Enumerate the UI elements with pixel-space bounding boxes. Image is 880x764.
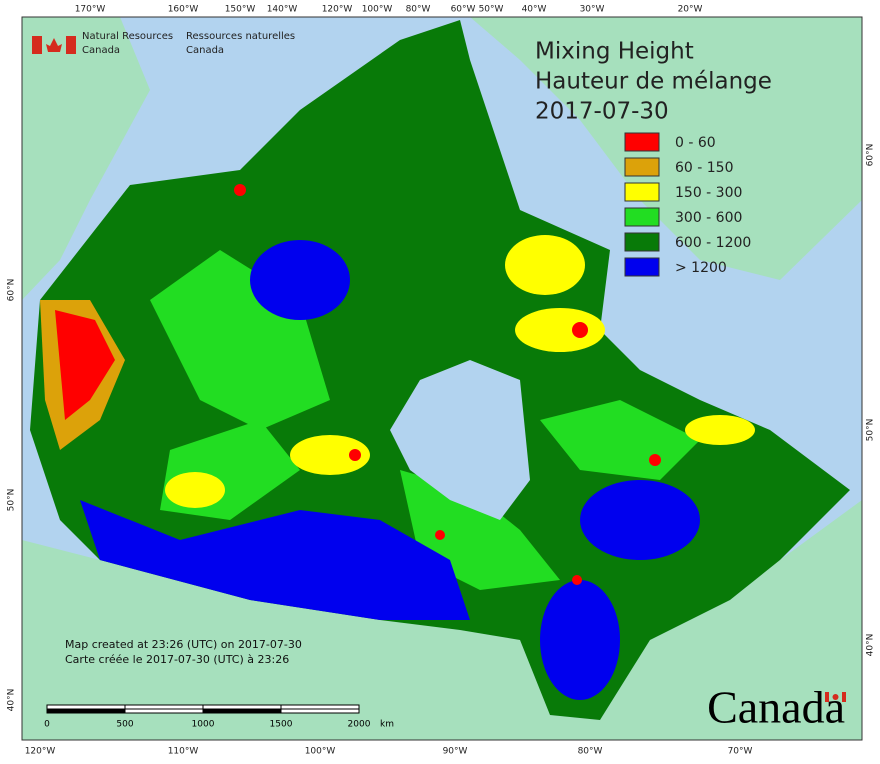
org-en-line: Canada — [82, 45, 120, 56]
legend-label: 60 - 150 — [675, 160, 734, 176]
graticule-label: 70°W — [728, 747, 753, 757]
legend-swatch — [624, 132, 660, 152]
graticule-label: 140°W — [267, 5, 298, 15]
graticule-label: 50°W — [479, 5, 504, 15]
graticule-labels: 170°W 160°W 150°W 140°W 120°W 100°W 80°W 60°W 50… — [7, 5, 876, 757]
graticule-label: 100°W — [362, 5, 393, 15]
graticule-label: 120°W — [25, 747, 56, 757]
legend-label: > 1200 — [675, 260, 727, 276]
usa — [22, 500, 862, 740]
legend-swatch — [624, 257, 660, 277]
graticule-label: 110°W — [168, 747, 199, 757]
credit-line: Map created at 23:26 (UTC) on 2017-07-30 — [65, 638, 302, 651]
scale-segment — [280, 708, 360, 714]
graticule-label: 170°W — [75, 5, 106, 15]
scale-segment — [124, 704, 204, 710]
scale-label: 1500 — [270, 720, 293, 730]
graticule-label: 80°W — [406, 5, 431, 15]
region-prairies — [80, 500, 470, 620]
graticule-label: 30°W — [580, 5, 605, 15]
legend-swatch — [624, 232, 660, 252]
scale-unit: km — [380, 720, 394, 730]
greenland — [470, 17, 862, 280]
scale-label: 500 — [116, 720, 133, 730]
graticule-label: 60°W — [451, 5, 476, 15]
graticule-label: 50°N — [866, 419, 876, 442]
alaska — [22, 17, 150, 300]
region-baffin-south — [515, 308, 605, 352]
graticule-label: 40°N — [866, 634, 876, 657]
wordmark: Canada — [707, 682, 845, 733]
legend-swatch — [624, 157, 660, 177]
map-body — [22, 17, 862, 740]
region-quebec — [580, 480, 700, 560]
region-300-600 — [150, 250, 700, 590]
scale-segment — [46, 708, 126, 714]
org-fr-line: Canada — [186, 45, 224, 56]
scale-label: 0 — [44, 720, 50, 730]
org-fr-line: Ressources naturelles — [186, 31, 295, 42]
region-alberta — [165, 472, 225, 508]
title-line: 2017-07-30 — [535, 99, 669, 125]
scale-segment — [202, 704, 282, 710]
scale-bar: 0 500 1000 1500 2000 km — [44, 704, 394, 730]
graticule-label: 80°W — [578, 747, 603, 757]
scale-segment — [280, 704, 360, 710]
graticule-label: 60°N — [866, 144, 876, 167]
legend: 0 - 60 60 - 150 150 - 300 300 - 600 600 - 12… — [624, 132, 751, 277]
graticule-label: 120°W — [322, 5, 353, 15]
scale-segment — [202, 708, 282, 714]
region-north — [250, 240, 350, 320]
graticule-label: 90°W — [443, 747, 468, 757]
logo — [32, 36, 76, 54]
legend-label: 150 - 300 — [675, 185, 742, 201]
graticule-label: 160°W — [168, 5, 199, 15]
region-manitoba — [290, 435, 370, 475]
scale-segment — [124, 708, 204, 714]
region-baffin — [505, 235, 585, 295]
hotspots — [234, 184, 661, 585]
scale-label: 1000 — [192, 720, 215, 730]
hudson-bay — [390, 360, 530, 520]
legend-swatch — [624, 207, 660, 227]
legend-label: 300 - 600 — [675, 210, 742, 226]
scale-label: 2000 — [348, 720, 371, 730]
scale-segment — [46, 704, 126, 710]
wordmark-flag — [825, 692, 846, 702]
graticule-label: 40°W — [522, 5, 547, 15]
graticule-label: 100°W — [305, 747, 336, 757]
graticule-label: 40°N — [7, 689, 17, 712]
legend-label: 0 - 60 — [675, 135, 716, 151]
region-ontario — [540, 580, 620, 700]
legend-label: 600 - 1200 — [675, 235, 751, 251]
org-en-line: Natural Resources — [82, 31, 173, 42]
title-line: Mixing Height — [535, 39, 694, 65]
region-labrador — [685, 415, 755, 445]
credit-line: Carte créée le 2017-07-30 (UTC) à 23:26 — [65, 653, 289, 666]
graticule-label: 20°W — [678, 5, 703, 15]
title-line: Hauteur de mélange — [535, 69, 772, 95]
graticule-label: 150°W — [225, 5, 256, 15]
frame — [21, 16, 863, 741]
region-coast-red — [55, 310, 115, 420]
graticule-label: 50°N — [7, 489, 17, 512]
legend-swatch — [624, 182, 660, 202]
graticule-label: 60°N — [7, 279, 17, 302]
